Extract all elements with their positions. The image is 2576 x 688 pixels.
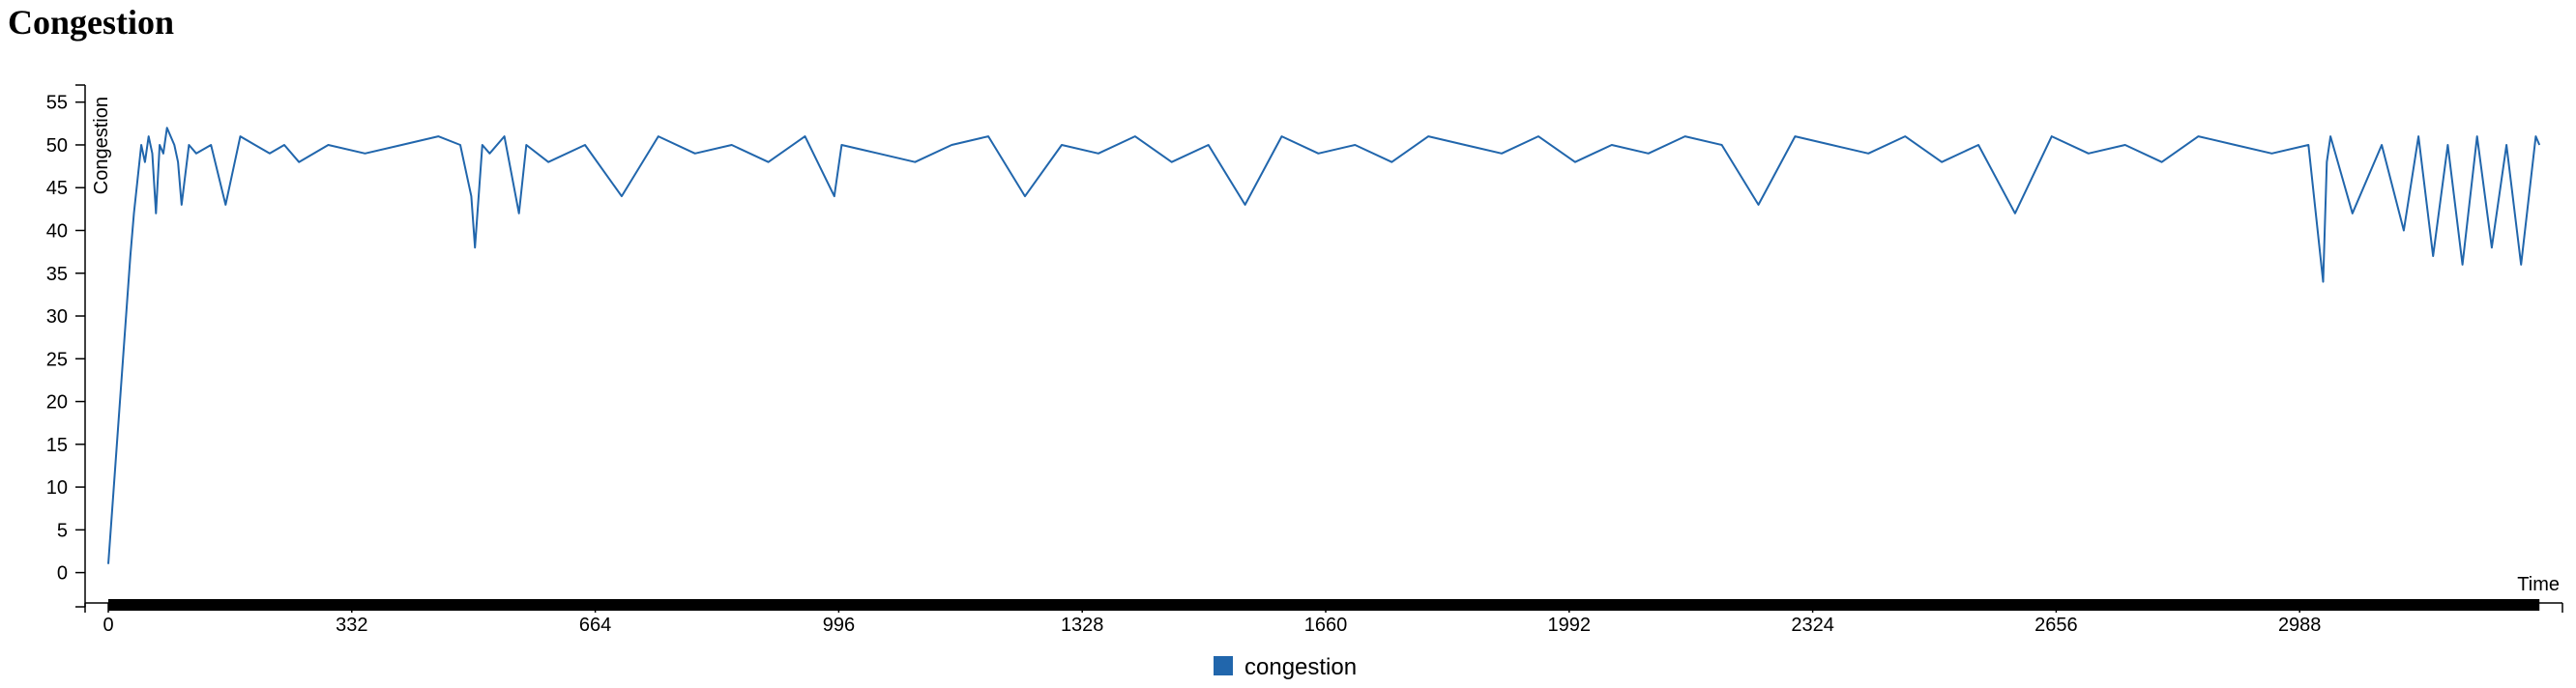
x-tick-label: 2324 (1791, 615, 1834, 636)
x-tick-label: 0 (102, 615, 113, 636)
y-tick-label: 55 (46, 93, 68, 114)
y-tick-label: 5 (57, 520, 68, 541)
x-tick-label: 332 (336, 615, 367, 636)
y-axis-title: Congestion (91, 97, 112, 194)
y-tick-label: 50 (46, 135, 68, 157)
y-tick-label: 45 (46, 178, 68, 199)
legend-label-congestion: congestion (1244, 654, 1357, 680)
x-axis (84, 602, 2563, 613)
x-tick-label: 1328 (1061, 615, 1104, 636)
legend: congestion (1214, 654, 1357, 680)
legend-swatch-congestion (1214, 656, 1233, 675)
x-tick-label: 2656 (2034, 615, 2078, 636)
x-tick-label: 996 (823, 615, 855, 636)
y-tick-label: 20 (46, 392, 68, 414)
y-tick-label: 40 (46, 220, 68, 242)
y-axis (75, 84, 86, 608)
y-tick-label: 10 (46, 477, 68, 499)
x-axis-ticks: 0 332 664 996 1328 1660 1992 2324 2656 2988 (102, 603, 2321, 636)
y-tick-label: 35 (46, 264, 68, 285)
plot-area (107, 127, 2541, 564)
x-tick-label: 1660 (1304, 615, 1348, 636)
y-axis-ticks: 0 5 10 15 20 25 30 35 40 45 50 55 (46, 93, 85, 585)
time-brush-selection[interactable] (108, 599, 2540, 611)
y-tick-label: 15 (46, 435, 68, 456)
y-tick-label: 25 (46, 349, 68, 370)
series-line-congestion (107, 127, 2541, 564)
page-title: Congestion (8, 3, 175, 42)
x-tick-label: 1992 (1548, 615, 1592, 636)
x-tick-label: 2988 (2278, 615, 2322, 636)
y-tick-label: 30 (46, 306, 68, 328)
y-tick-label: 0 (57, 563, 68, 585)
x-tick-label: 664 (579, 615, 611, 636)
x-axis-title: Time (2517, 574, 2560, 595)
